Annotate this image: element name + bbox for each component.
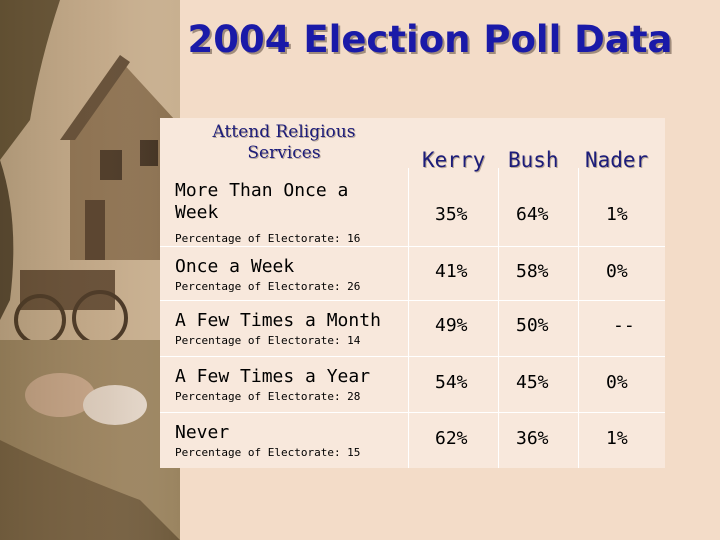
column-header-bush: Bush (508, 148, 559, 172)
row-divider (160, 356, 665, 357)
bush-value: 50% (516, 315, 549, 336)
row-divider (160, 246, 665, 247)
table-row: Once a Week Percentage of Electorate: 26… (160, 256, 665, 311)
row-divider (160, 300, 665, 301)
electorate-percentage: Percentage of Electorate: 26 (175, 280, 361, 293)
kerry-value: 49% (435, 315, 468, 336)
bush-value: 64% (516, 204, 549, 225)
bush-value: 45% (516, 372, 549, 393)
electorate-percentage: Percentage of Electorate: 14 (175, 334, 361, 347)
nader-value: -- (613, 315, 635, 336)
column-divider (498, 168, 499, 468)
table-row: More Than Once a Week Percentage of Elec… (160, 180, 665, 245)
table-row: A Few Times a Year Percentage of Elector… (160, 366, 665, 421)
column-divider (578, 168, 579, 468)
nader-value: 0% (606, 372, 628, 393)
nader-value: 1% (606, 428, 628, 449)
category-label: Never (175, 422, 230, 443)
column-header-kerry: Kerry (422, 148, 486, 172)
table-row: Never Percentage of Electorate: 15 62% 3… (160, 422, 665, 468)
bush-value: 58% (516, 261, 549, 282)
column-divider (408, 168, 409, 468)
row-divider (160, 412, 665, 413)
background-painting (0, 0, 180, 540)
electorate-percentage: Percentage of Electorate: 15 (175, 446, 361, 459)
nader-value: 1% (606, 204, 628, 225)
nader-value: 0% (606, 261, 628, 282)
category-label: More Than Once a Week (175, 180, 349, 223)
column-header-nader: Nader (585, 148, 649, 172)
bush-value: 36% (516, 428, 549, 449)
kerry-value: 41% (435, 261, 468, 282)
kerry-value: 35% (435, 204, 468, 225)
category-label: A Few Times a Year (175, 366, 371, 387)
poll-table: Attend Religious Services Kerry Bush Nad… (160, 118, 665, 468)
electorate-percentage: Percentage of Electorate: 28 (175, 390, 361, 403)
category-header: Attend Religious Services (212, 122, 356, 163)
kerry-value: 62% (435, 428, 468, 449)
page-title: 2004 Election Poll Data (187, 18, 673, 61)
kerry-value: 54% (435, 372, 468, 393)
category-label: A Few Times a Month (175, 310, 381, 331)
category-label: Once a Week (175, 256, 295, 277)
table-row: A Few Times a Month Percentage of Electo… (160, 310, 665, 365)
electorate-percentage: Percentage of Electorate: 16 (175, 232, 361, 245)
